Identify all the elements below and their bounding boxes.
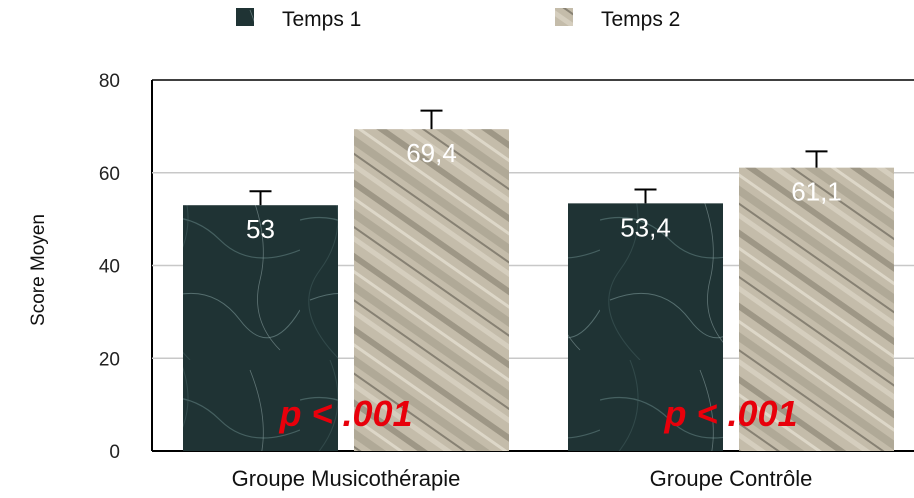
p-value-annotation-1: p < .001 [278,393,412,434]
bars: 53 69,4 53,4 61,1 [183,109,894,451]
legend-swatch-temps-2 [555,8,573,26]
legend-label-temps-1: Temps 1 [282,8,361,31]
data-label-group-1-temps-1: 53 [246,214,275,244]
x-category-label-1: Groupe Musicothérapie [232,466,461,491]
legend-label-temps-2: Temps 2 [601,8,680,31]
bar-group-2-temps-1 [568,203,723,451]
legend: Temps 1 Temps 2 [236,8,680,31]
data-label-group-2-temps-2: 61,1 [791,177,842,207]
data-label-group-1-temps-2: 69,4 [406,138,457,168]
bar-group-2-temps-2 [739,167,894,451]
y-tick-label-20: 20 [99,349,120,370]
bar-group-1-temps-1 [183,205,338,451]
y-axis-label: Score Moyen [28,214,49,326]
x-axis-categories: Groupe Musicothérapie Groupe Contrôle [232,466,813,491]
data-label-group-2-temps-1: 53,4 [620,212,671,242]
y-axis-ticks: 0 20 40 60 80 [99,71,120,463]
x-category-label-2: Groupe Contrôle [650,466,813,491]
y-tick-label-40: 40 [99,257,120,278]
y-tick-label-0: 0 [109,442,120,463]
bar-group-1-temps-2 [354,129,509,451]
annotations: p < .001 p < .001 [278,393,797,434]
y-tick-label-60: 60 [99,164,120,185]
legend-swatch-temps-1 [236,8,254,26]
p-value-annotation-2: p < .001 [663,393,797,434]
y-tick-label-80: 80 [99,71,120,92]
